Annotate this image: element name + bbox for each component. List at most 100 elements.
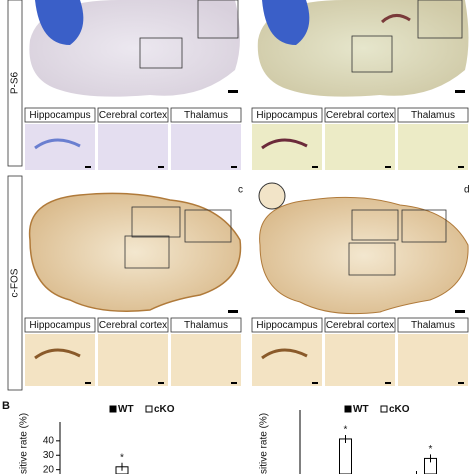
legend-swatch (145, 405, 153, 413)
y-axis-label: sitive rate (%) (259, 413, 270, 474)
inset-box (401, 209, 447, 243)
inset-image (171, 124, 241, 170)
region-label: Hippocampus (256, 320, 317, 331)
inset-image (325, 124, 395, 170)
inset-label-box (397, 317, 469, 333)
inset-image (25, 334, 95, 386)
inset-image (98, 124, 168, 170)
bar (339, 438, 352, 474)
inset-label-box (324, 107, 396, 123)
inset-image (171, 334, 241, 386)
scale-bar (85, 166, 91, 168)
scale-bar (85, 382, 91, 384)
legend-label: cKO (389, 404, 410, 415)
stain (380, 14, 411, 24)
inset-box (348, 242, 396, 276)
inset-box (184, 209, 232, 243)
region-label: Thalamus (411, 320, 455, 331)
inset-box (131, 206, 181, 238)
region-label: Thalamus (184, 110, 228, 121)
section-letter: B (2, 400, 10, 412)
inset-box (417, 0, 463, 39)
scale-bar (158, 382, 164, 384)
region-label: Cerebral cortex (326, 110, 394, 121)
hippocampus-stain (34, 138, 81, 150)
inset-box (139, 37, 183, 69)
legend-label: WT (353, 404, 369, 415)
legend-label: WT (118, 404, 134, 415)
legend-swatch (109, 405, 117, 413)
scale-bar (455, 90, 465, 93)
inset-image (98, 334, 168, 386)
y-tick-label: 40 (43, 435, 55, 446)
panel-letter: c (238, 185, 243, 196)
region-label: Cerebral cortex (326, 320, 394, 331)
scale-bar (312, 166, 318, 168)
legend-swatch (380, 405, 388, 413)
cerebellum (262, 0, 310, 45)
region-label: Hippocampus (29, 320, 90, 331)
y-tick-label: 20 (43, 464, 55, 474)
scale-bar (458, 382, 464, 384)
y-axis-label: sitive rate (%) (19, 413, 30, 474)
brain-section (257, 0, 469, 97)
inset-rows: Hippocampus Cerebral cortex Thalamus Hippoc… (24, 107, 469, 386)
scale-bar (455, 310, 465, 313)
legend-swatch (344, 405, 352, 413)
inset-label-box (170, 107, 242, 123)
inset-label-box (170, 317, 242, 333)
region-label: Hippocampus (29, 110, 90, 121)
scale-bar (385, 382, 391, 384)
inset-label-box (251, 317, 323, 333)
inset-label-box (324, 317, 396, 333)
inset-label-box (24, 317, 96, 333)
scale-bar (158, 166, 164, 168)
row-p-s6: P-S6 (7, 0, 469, 167)
inset-box (351, 209, 399, 241)
significance-mark: * (120, 452, 124, 463)
significance-mark: * (429, 444, 433, 455)
row-c-fos: c-FOS c d (7, 175, 470, 391)
hippocampus-stain (34, 348, 81, 360)
inset-box (351, 35, 393, 73)
inset-image (398, 124, 468, 170)
panel-letter: d (464, 185, 470, 196)
inset-box (124, 235, 170, 269)
region-label: Cerebral cortex (99, 110, 167, 121)
region-label: Thalamus (411, 110, 455, 121)
scale-bar (228, 310, 238, 313)
charts: sitive rate (%) 20 30 40 WT cKO * sitive rate (… (19, 404, 437, 474)
y-tick-label: 30 (43, 450, 55, 461)
scale-bar (231, 166, 237, 168)
inset-label-box (97, 107, 169, 123)
significance-mark: * (344, 425, 348, 436)
scale-bar (312, 382, 318, 384)
inset-box (197, 0, 239, 39)
hippocampus-stain (261, 348, 308, 360)
hippocampus-stain (261, 138, 308, 150)
magnified-inset (258, 182, 286, 210)
row-label-box (7, 0, 23, 167)
region-label: Thalamus (184, 320, 228, 331)
row-label-box (7, 175, 23, 391)
brain-section (28, 192, 242, 312)
region-label: Cerebral cortex (99, 320, 167, 331)
scale-bar (231, 382, 237, 384)
inset-image (252, 334, 322, 386)
region-label: Hippocampus (256, 110, 317, 121)
row-label: P-S6 (10, 71, 21, 94)
scale-bar (385, 166, 391, 168)
scale-bar (228, 90, 238, 93)
scale-bar (458, 166, 464, 168)
inset-label-box (97, 317, 169, 333)
row-label: c-FOS (10, 268, 21, 297)
cerebellum (35, 0, 84, 45)
inset-label-box (24, 107, 96, 123)
inset-label-box (251, 107, 323, 123)
inset-image (325, 334, 395, 386)
legend-label: cKO (154, 404, 175, 415)
inset-image (398, 334, 468, 386)
inset-label-box (397, 107, 469, 123)
brain-section (259, 196, 469, 315)
